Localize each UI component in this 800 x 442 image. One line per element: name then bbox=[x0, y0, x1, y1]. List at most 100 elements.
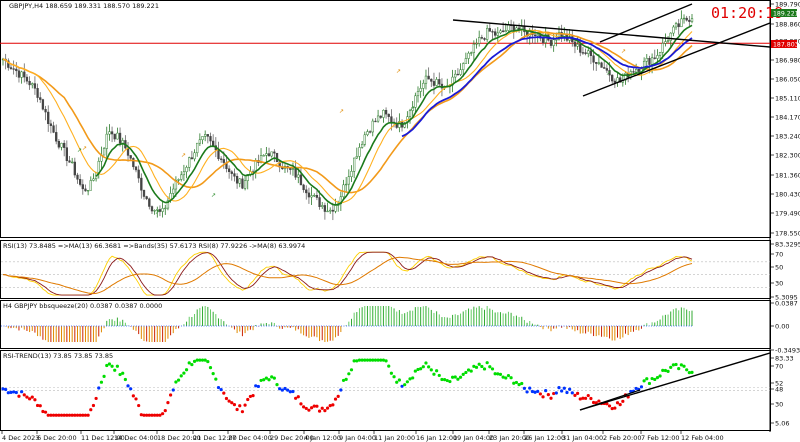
time-tick-label: 16 Jan 12:00 bbox=[416, 434, 457, 442]
rsi-trend-dot bbox=[65, 413, 69, 417]
rsi-trend-dot bbox=[347, 372, 351, 376]
bull-candle bbox=[557, 32, 561, 40]
rsi-trend-dot bbox=[642, 379, 646, 383]
rsi-trend-dot bbox=[621, 399, 625, 403]
rsi-trend-dot bbox=[568, 387, 572, 391]
rsi-trend-dot bbox=[200, 358, 205, 362]
bear-candle bbox=[677, 23, 680, 28]
rsi-trend-dot bbox=[97, 386, 101, 390]
rsi-trend-dot bbox=[458, 375, 463, 379]
rsi-trend-dot bbox=[570, 391, 574, 395]
rsi-trend-dot bbox=[682, 364, 686, 368]
rsi-trend-dot bbox=[437, 373, 441, 378]
bull-candle bbox=[507, 24, 510, 31]
rsi-trend-dot bbox=[89, 408, 93, 412]
bear-candle bbox=[289, 167, 292, 170]
rsi-trend-dot bbox=[573, 393, 577, 397]
bull-candle bbox=[656, 55, 659, 59]
bull-candle bbox=[462, 63, 465, 70]
rsi-trend-dot bbox=[49, 413, 53, 417]
bull-candle bbox=[353, 157, 356, 172]
bull-candle bbox=[376, 115, 380, 122]
bull-candle bbox=[204, 134, 207, 137]
rsi-trend-dot bbox=[99, 380, 104, 384]
rsi-trend-dot bbox=[546, 393, 550, 397]
bear-candle bbox=[611, 74, 614, 82]
bull-candle bbox=[188, 157, 191, 168]
bear-candle bbox=[483, 38, 486, 40]
rsi-trend-dot bbox=[373, 358, 378, 362]
bear-candle bbox=[456, 73, 460, 76]
bear-candle bbox=[608, 70, 611, 76]
bull-candle bbox=[475, 43, 478, 45]
rsi-trend-dot bbox=[94, 396, 98, 401]
bear-candle bbox=[581, 52, 585, 54]
rsi-trend-dot bbox=[666, 369, 670, 373]
rsi-trend-dot bbox=[270, 375, 274, 379]
price-axis: 189.790188.860187.920186.980186.050185.1… bbox=[770, 1, 800, 238]
bull-candle bbox=[416, 91, 420, 97]
rsi-trend-dot bbox=[389, 371, 393, 375]
rsi-trend-dot bbox=[344, 377, 348, 381]
rsi-trend-dot bbox=[246, 397, 250, 402]
bear-candle bbox=[305, 189, 308, 194]
rsi-trend-dot bbox=[278, 387, 282, 391]
bear-candle bbox=[438, 79, 441, 85]
rsi-trend-dot bbox=[235, 407, 239, 412]
rsi-trend-dot bbox=[408, 377, 412, 381]
rsi-trend-dot bbox=[174, 380, 178, 384]
rsi-trend-dot bbox=[658, 374, 662, 378]
bear-candle bbox=[25, 76, 29, 82]
rsi-trend-dot bbox=[639, 385, 644, 389]
rsi-trend-dot bbox=[286, 388, 290, 392]
rsi-trend-dot bbox=[288, 390, 292, 394]
bull-candle bbox=[270, 151, 273, 157]
rsi-trend-dot bbox=[17, 394, 21, 398]
rsi-trend-dot bbox=[645, 377, 649, 381]
bull-candle bbox=[60, 142, 63, 148]
rsi-trend-dot bbox=[275, 383, 279, 387]
bear-candle bbox=[632, 71, 635, 73]
rsi-trend-dot bbox=[227, 399, 231, 403]
bear-candle bbox=[653, 57, 656, 59]
rsi-trend-dot bbox=[512, 381, 516, 385]
squeeze-header: H4 GBPJPY bbsqueeze(20) 0.0387 0.0387 0.… bbox=[3, 302, 162, 310]
rsi-trend-dot bbox=[126, 384, 130, 388]
squeeze-tick-label: -0.3493 bbox=[775, 347, 800, 355]
rsi-trend-dot bbox=[485, 361, 489, 365]
bull-candle bbox=[555, 39, 558, 41]
bear-candle bbox=[209, 136, 212, 142]
rsi-trend-dot bbox=[57, 413, 61, 417]
rsi-trend-dot bbox=[536, 389, 540, 393]
bull-candle bbox=[470, 52, 473, 54]
rsi-trend-dot bbox=[325, 406, 330, 410]
bull-candle bbox=[664, 41, 667, 44]
rsi-trend-dot bbox=[421, 365, 425, 369]
bear-candle bbox=[217, 149, 220, 160]
trendline-lower bbox=[582, 22, 771, 97]
bear-candle bbox=[7, 60, 10, 68]
rsi-trend-dot bbox=[480, 364, 484, 369]
bear-candle bbox=[110, 131, 114, 135]
rsi-trend-dot bbox=[461, 372, 465, 376]
rsi-trend-dot bbox=[360, 358, 364, 362]
rsi-trend-dot bbox=[1, 387, 5, 391]
bear-candle bbox=[145, 196, 148, 200]
bull-candle bbox=[496, 32, 499, 36]
bull-candle bbox=[658, 52, 662, 56]
bull-candle bbox=[419, 88, 422, 92]
bear-candle bbox=[55, 132, 58, 142]
price-tick-label: 179.490 bbox=[775, 210, 800, 218]
bull-candle bbox=[587, 50, 590, 54]
rsi-trend-dot bbox=[214, 377, 218, 381]
rsi-trend-dot bbox=[687, 371, 691, 375]
bear-candle bbox=[233, 173, 236, 177]
rsi-trend-dot bbox=[490, 367, 495, 371]
bear-candle bbox=[294, 168, 297, 178]
bear-candle bbox=[137, 169, 140, 179]
bull-candle bbox=[478, 37, 481, 44]
bull-candle bbox=[313, 195, 316, 197]
rsi-trend-dot bbox=[456, 377, 460, 381]
